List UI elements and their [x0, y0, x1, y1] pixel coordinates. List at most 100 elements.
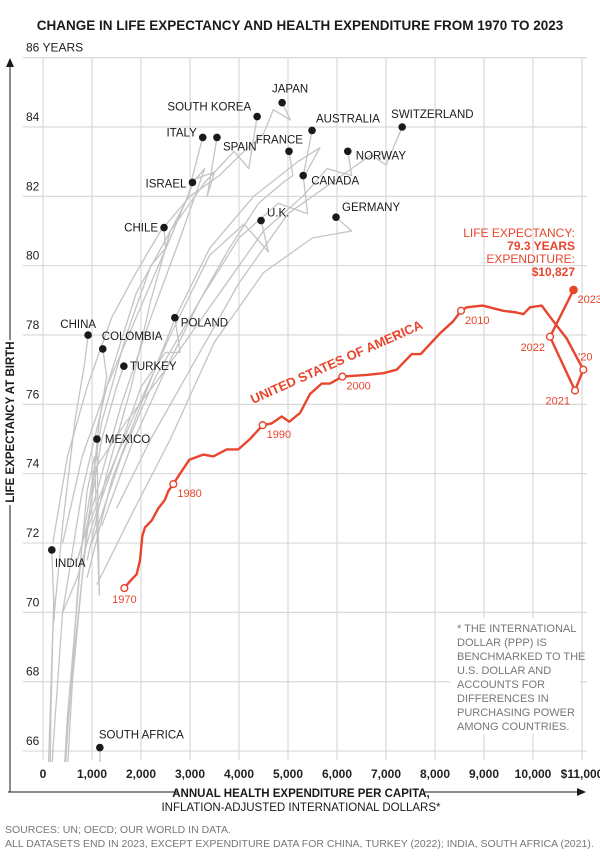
- country-dot-u-k: [257, 216, 265, 225]
- y-tick-label: 72: [26, 526, 40, 540]
- country-dot-mexico: [93, 435, 101, 443]
- country-label-south-korea: SOUTH KOREA: [167, 102, 251, 114]
- country-line-switzerland: [115, 126, 403, 509]
- country-label-italy: ITALY: [166, 127, 197, 139]
- x-tick-label: 9,000: [469, 767, 499, 781]
- x-axis: ANNUAL HEALTH EXPENDITURE PER CAPITA, IN…: [8, 788, 586, 814]
- country-dot-china: [84, 331, 92, 339]
- year-label: '20: [578, 352, 592, 364]
- country-label-south-africa: SOUTH AFRICA: [99, 730, 184, 742]
- y-tick-label: 82: [26, 179, 40, 193]
- annotation-line: LIFE EXPECTANCY:: [463, 226, 575, 240]
- country-dot-south-korea: [253, 112, 261, 121]
- year-marker: [579, 365, 588, 374]
- us-line: [123, 289, 585, 589]
- y-tick-label: 80: [26, 249, 40, 263]
- year-marker: [456, 306, 466, 315]
- country-dot-japan: [278, 98, 286, 107]
- year-marker: [169, 480, 178, 489]
- annotation-line: EXPENDITURE:: [486, 252, 575, 266]
- year-label: 2022: [521, 342, 545, 354]
- country-label-poland: POLAND: [181, 318, 228, 330]
- x-axis-subtitle: INFLATION-ADJUSTED INTERNATIONAL DOLLARS…: [161, 802, 441, 814]
- annotation-line: 79.3 YEARS: [507, 239, 575, 253]
- x-tick-label: 8,000: [420, 767, 450, 781]
- country-label-spain: SPAIN: [223, 141, 257, 153]
- country-label-india: INDIA: [55, 558, 86, 570]
- country-line-france: [91, 151, 294, 544]
- y-tick-label: 70: [26, 595, 40, 609]
- country-label-switzerland: SWITZERLAND: [391, 109, 473, 121]
- footnote: * THE INTERNATIONAL DOLLAR (PPP) IS BENC…: [450, 618, 585, 734]
- country-dot-australia: [308, 126, 316, 135]
- year-label: 2023: [578, 294, 600, 306]
- x-axis-arrow-icon: [577, 788, 586, 796]
- country-line-u-k: [81, 220, 270, 544]
- y-tick-label: 66: [26, 734, 40, 748]
- country-line-colombia: [64, 348, 108, 763]
- country-label-france: FRANCE: [256, 134, 304, 146]
- country-label-germany: GERMANY: [342, 202, 400, 214]
- year-label: 2021: [546, 395, 570, 407]
- country-line-israel: [86, 182, 194, 561]
- y-tick-label: 74: [26, 457, 40, 471]
- country-dot-india: [48, 546, 56, 554]
- country-dot-turkey: [120, 362, 128, 371]
- footnote-line: DOLLAR (PPP) IS: [457, 637, 547, 649]
- y-axis-arrow-icon: [6, 58, 14, 67]
- x-tick-label: $11,000: [561, 767, 600, 781]
- chart-title: CHANGE IN LIFE EXPECTANCY AND HEALTH EXP…: [37, 18, 564, 33]
- x-tick-label: 6,000: [322, 767, 352, 781]
- country-dot-poland: [171, 313, 179, 322]
- year-label: 2000: [346, 381, 370, 393]
- country-line-india: [49, 549, 55, 763]
- country-lines: [47, 102, 403, 763]
- x-tick-label: 1,000: [77, 767, 107, 781]
- country-endpoints: JAPAN SOUTH KOREA SWITZERLAND AUSTRALIA ITAL…: [48, 84, 474, 752]
- footnote-line: BENCHMARKED TO THE: [457, 651, 585, 663]
- year-label: 1970: [112, 594, 136, 606]
- x-tick-label: 7,000: [371, 767, 401, 781]
- y-tick-label: 68: [26, 665, 40, 679]
- y-tick-label: 86 YEARS: [26, 41, 83, 55]
- year-marker: [570, 386, 580, 395]
- year-label: 2010: [465, 315, 489, 327]
- country-label-israel: ISRAEL: [146, 178, 188, 190]
- country-dot-spain: [213, 133, 221, 142]
- year-label: 1990: [267, 429, 291, 441]
- footnote-line: PURCHASING POWER: [457, 707, 575, 719]
- y-tick-labels: 66 68 70 72 74 76 78 80 82 84 86 YEARS: [26, 41, 83, 748]
- x-tick-label: 0: [40, 767, 47, 781]
- x-tick-label: 5,000: [273, 767, 303, 781]
- x-axis-title: ANNUAL HEALTH EXPENDITURE PER CAPITA,: [172, 788, 430, 800]
- x-tick-label: 2,000: [126, 767, 156, 781]
- year-marker: [545, 332, 555, 341]
- country-dot-israel: [188, 178, 197, 187]
- us-series: UNITED STATES OF AMERICA1970198019902000…: [112, 285, 600, 606]
- year-label: 1980: [177, 488, 201, 500]
- annotation: LIFE EXPECTANCY: 79.3 YEARS EXPENDITURE:…: [463, 226, 575, 279]
- annotation-line: $10,827: [532, 265, 576, 279]
- sources-line: SOURCES: UN; OECD; OUR WORLD IN DATA.: [5, 824, 231, 836]
- country-line-japan: [52, 102, 292, 544]
- year-marker: [338, 372, 347, 381]
- country-label-norway: NORWAY: [356, 150, 407, 162]
- footnote-line: AMONG COUNTRIES.: [457, 721, 569, 733]
- x-tick-labels: 0 1,000 2,000 3,000 4,000 5,000 6,000 7,000 8,00…: [40, 767, 600, 781]
- country-label-chile: CHILE: [124, 223, 158, 235]
- y-axis-title: LIFE EXPECTANCY AT BIRTH: [5, 341, 17, 502]
- year-marker: [120, 584, 129, 593]
- year-marker: [569, 285, 578, 295]
- country-dot-south-africa: [96, 743, 104, 752]
- country-line-germany: [96, 216, 353, 585]
- country-dot-chile: [160, 223, 168, 232]
- x-tick-label: 4,000: [224, 767, 254, 781]
- sources-line: ALL DATASETS END IN 2023, EXCEPT EXPENDI…: [5, 838, 594, 850]
- country-label-turkey: TURKEY: [130, 361, 177, 373]
- country-dot-canada: [299, 171, 307, 180]
- footnote-line: * THE INTERNATIONAL: [457, 623, 576, 635]
- y-tick-label: 84: [26, 110, 40, 124]
- country-label-japan: JAPAN: [272, 84, 308, 96]
- country-dot-colombia: [98, 345, 107, 353]
